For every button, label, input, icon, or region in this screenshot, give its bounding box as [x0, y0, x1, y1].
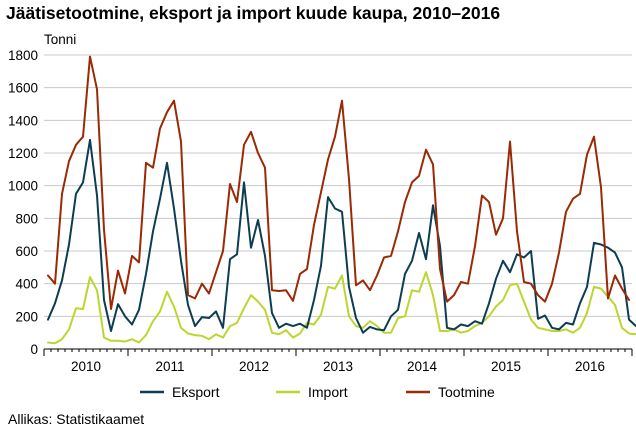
y-tick-label: 800 — [15, 211, 38, 226]
y-tick-label: 600 — [15, 244, 38, 259]
legend-label: Eksport — [172, 384, 220, 400]
y-tick-label: 1800 — [8, 48, 38, 63]
y-tick-label: 1400 — [8, 113, 38, 128]
y-tick-label: 200 — [15, 309, 38, 324]
source-note: Allikas: Statistikaamet — [8, 411, 145, 427]
y-tick-label: 0 — [30, 342, 38, 357]
x-tick-label: 2015 — [491, 359, 521, 374]
chart-title: Jäätisetootmine, eksport ja import kuude… — [6, 3, 501, 23]
y-axis-label: Tonni — [44, 32, 76, 47]
x-axis: 2010 2011 2012 2013 2014 2015 2016 — [43, 348, 633, 374]
series-lines — [47, 55, 636, 345]
x-tick-label: 2014 — [407, 359, 438, 374]
y-tick-label: 400 — [15, 277, 38, 292]
legend: Eksport Import Tootmine — [140, 384, 495, 400]
y-tick-label: 1200 — [8, 146, 38, 161]
series-line-eksport — [47, 138, 636, 334]
x-tick-label: 2013 — [323, 359, 353, 374]
legend-label: Tootmine — [438, 384, 495, 400]
x-tick-label: 2011 — [155, 359, 184, 374]
gridlines — [44, 54, 632, 317]
y-tick-label: 1000 — [8, 179, 38, 194]
x-tick-label: 2016 — [575, 359, 605, 374]
x-tick-label: 2010 — [71, 359, 101, 374]
series-line-import — [47, 271, 636, 345]
series-line-tootmine — [47, 55, 630, 310]
y-tick-label: 1600 — [8, 81, 38, 96]
legend-label: Import — [308, 384, 348, 400]
y-axis-ticks: 0 200 400 600 800 1000 1200 1400 1600 1800 — [8, 48, 38, 357]
x-tick-label: 2012 — [239, 359, 269, 374]
